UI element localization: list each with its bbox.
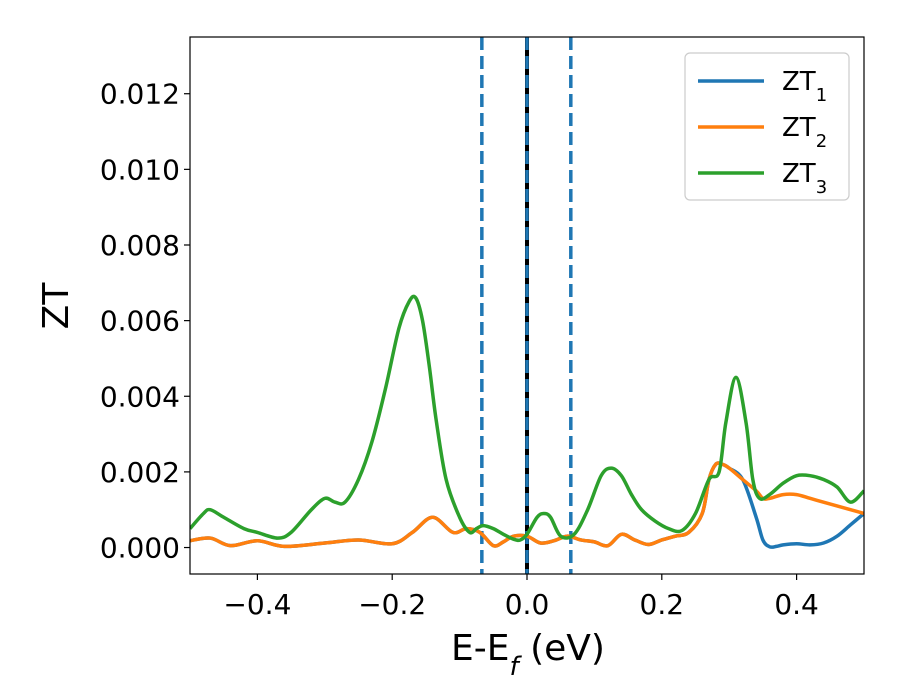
legend-label-2: ZT2 [782, 113, 827, 152]
x-axis-label: E-Ef (eV) [451, 628, 605, 682]
x-tick-label: 0.4 [774, 588, 819, 621]
y-tick-label: 0.006 [100, 305, 180, 338]
y-tick-label: 0.008 [100, 229, 180, 262]
series-line-3 [190, 294, 864, 543]
y-tick-label: 0.004 [100, 380, 180, 413]
y-tick-label: 0.012 [100, 78, 180, 111]
series-lines [190, 294, 864, 549]
legend-label-1: ZT1 [782, 67, 827, 106]
y-tick-label: 0.010 [100, 153, 180, 186]
legend: ZT1 ZT2 ZT3 [684, 52, 850, 201]
x-tick-label: −0.4 [223, 588, 291, 621]
axis-ticks: −0.4 −0.2 0.0 0.2 0.4 0.000 0.002 0.004 0.006 0.0… [100, 78, 819, 621]
y-tick-label: 0.000 [100, 532, 180, 565]
legend-label-3: ZT3 [782, 159, 827, 198]
x-tick-label: 0.2 [640, 588, 685, 621]
reference-lines [480, 37, 573, 574]
y-tick-label: 0.002 [100, 456, 180, 489]
legend-box [684, 52, 850, 201]
y-axis-label: ZT [36, 282, 77, 330]
x-tick-label: 0.0 [505, 588, 550, 621]
x-tick-label: −0.2 [358, 588, 426, 621]
series-line-2 [190, 461, 864, 549]
